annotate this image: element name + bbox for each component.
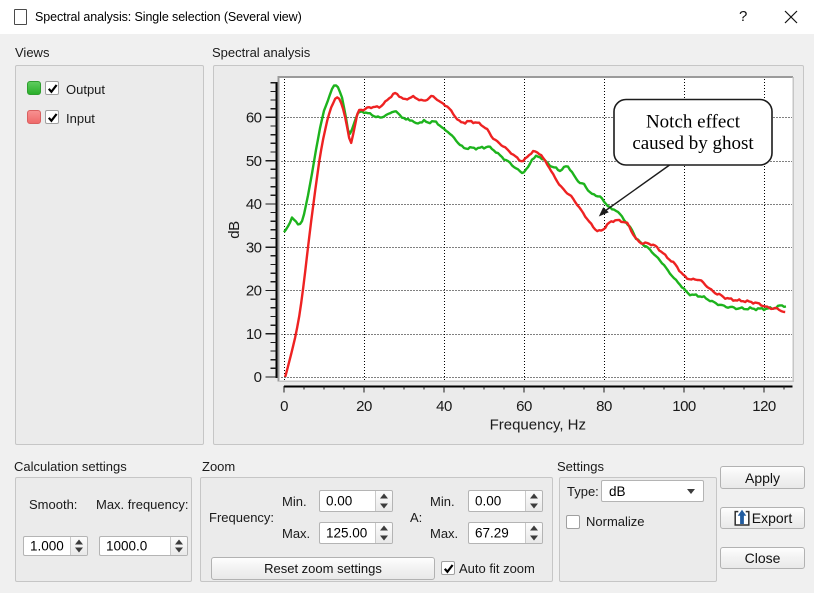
svg-text:30: 30 [246, 239, 262, 256]
svg-text:40: 40 [246, 196, 262, 213]
svg-text:0: 0 [254, 369, 262, 386]
svg-text:Notch effect: Notch effect [646, 112, 741, 133]
svg-text:40: 40 [436, 398, 452, 415]
svg-text:120: 120 [752, 398, 776, 415]
svg-text:dB: dB [226, 221, 243, 239]
svg-text:0: 0 [280, 398, 288, 415]
svg-text:Frequency, Hz: Frequency, Hz [490, 417, 586, 434]
svg-text:80: 80 [596, 398, 612, 415]
svg-text:20: 20 [356, 398, 372, 415]
svg-text:100: 100 [672, 398, 696, 415]
svg-text:caused by ghost: caused by ghost [632, 133, 754, 154]
svg-text:20: 20 [246, 283, 262, 300]
svg-text:50: 50 [246, 153, 262, 170]
svg-text:60: 60 [246, 110, 262, 127]
svg-text:60: 60 [516, 398, 532, 415]
svg-text:10: 10 [246, 326, 262, 343]
